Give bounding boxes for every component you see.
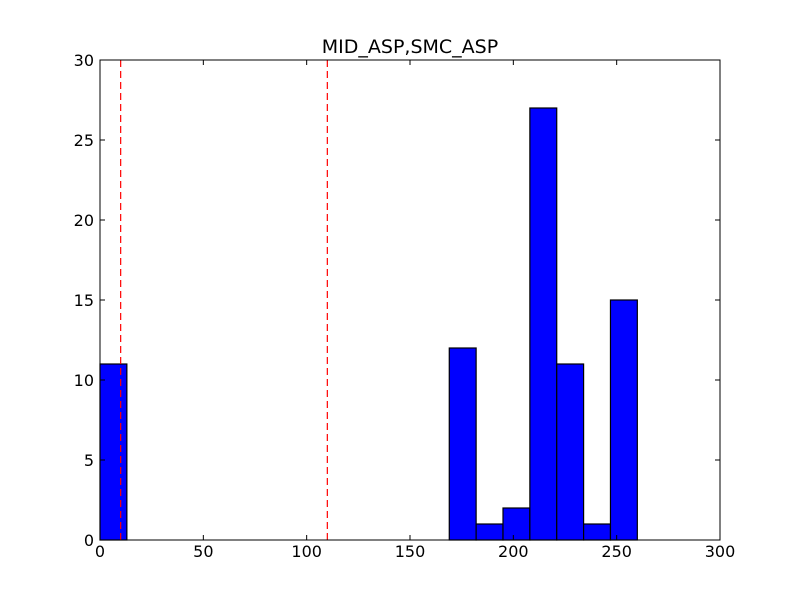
x-tick-label-6: 300	[705, 542, 736, 561]
histogram-bar-1	[448, 347, 477, 541]
y-tick-label-6: 30	[74, 51, 94, 70]
y-tick-label-1: 5	[84, 451, 94, 470]
x-tick-label-1: 50	[193, 542, 213, 561]
y-tick-label-4: 20	[74, 211, 94, 230]
x-tick-label-5: 250	[601, 542, 632, 561]
y-tick-label-3: 15	[74, 291, 94, 310]
y-tick-labels: 0 5 10 15 20 25 30	[74, 51, 94, 550]
y-tick-label-0: 0	[84, 531, 94, 550]
reference-lines-layer	[120, 60, 328, 540]
histogram-bar-4	[529, 107, 558, 541]
x-tick-labels: 0 50 100 150 200 250 300	[95, 542, 735, 561]
histogram-bar-7	[609, 299, 638, 541]
x-tick-label-2: 100	[291, 542, 322, 561]
histogram-bar-6	[582, 523, 612, 541]
x-tick-label-4: 200	[498, 542, 529, 561]
histogram-bar-3	[502, 507, 531, 541]
chart-title: MID_ASP,SMC_ASP	[322, 36, 498, 58]
x-tick-label-3: 150	[395, 542, 426, 561]
ticks-layer	[99, 59, 721, 541]
y-tick-label-5: 25	[74, 131, 94, 150]
y-tick-label-2: 10	[74, 371, 94, 390]
x-tick-label-0: 0	[95, 542, 105, 561]
histogram-bar-0	[99, 363, 128, 541]
histogram-bar-5	[556, 363, 585, 541]
histogram-bar-2	[475, 523, 504, 541]
bars-layer	[99, 107, 638, 541]
